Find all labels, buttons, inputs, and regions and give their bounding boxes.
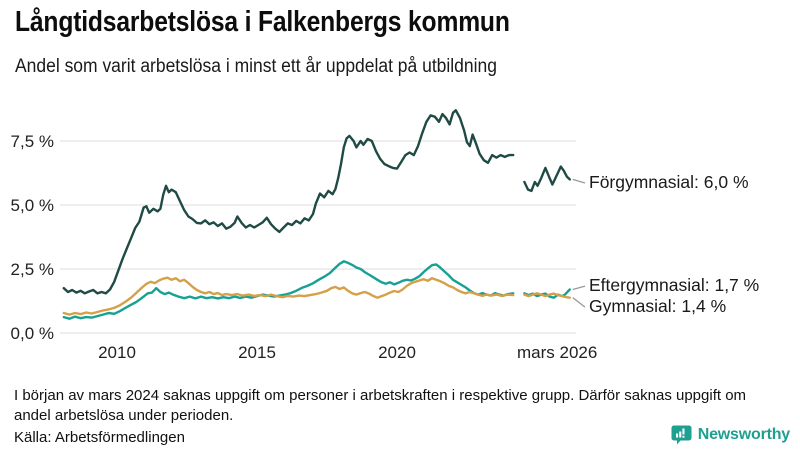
x-tick-label: 2010 xyxy=(98,343,136,362)
series-end-label-forgymnasial: Förgymnasial: 6,0 % xyxy=(589,172,749,192)
page-title: Långtidsarbetslösa i Falkenbergs kommun xyxy=(15,6,510,38)
series-end-label-gymnasial: Gymnasial: 1,4 % xyxy=(589,296,726,316)
series-line-forgymnasial xyxy=(523,165,571,193)
label-connector-gymnasial xyxy=(572,297,586,308)
series-line-forgymnasial xyxy=(62,109,515,295)
newsworthy-logo-text: Newsworthy xyxy=(697,426,790,443)
chart-canvas: 0,0 % 2,5 % 5,0 % 7,5 % 2010 2015 2020 mars 202… xyxy=(11,109,759,362)
series-line-gymnasial xyxy=(523,292,571,299)
chart-footnote: I början av mars 2024 saknas uppgift om … xyxy=(14,387,747,424)
x-tick-label: 2015 xyxy=(238,343,276,362)
newsworthy-logo[interactable]: Newsworthy xyxy=(671,424,790,446)
page-subtitle: Andel som varit arbetslösa i minst ett å… xyxy=(15,56,497,77)
y-tick-label: 5,0 % xyxy=(11,196,54,215)
label-connector-eftergymnasial xyxy=(572,285,586,291)
series-line-gymnasial xyxy=(62,276,515,316)
series-end-label-eftergymnasial: Eftergymnasial: 1,7 % xyxy=(589,275,759,295)
bar-chart-bubble-icon xyxy=(671,424,692,446)
source-attribution: Källa: Arbetsförmedlingen xyxy=(14,429,185,446)
series-line-eftergymnasial xyxy=(62,260,515,320)
y-tick-label: 0,0 % xyxy=(11,324,54,343)
label-connector-forgymnasial xyxy=(572,178,586,184)
y-tick-label: 7,5 % xyxy=(11,132,54,151)
line-chart: 0,0 % 2,5 % 5,0 % 7,5 % 2010 2015 2020 mars 202… xyxy=(0,92,800,380)
x-tick-label: mars 2026 xyxy=(517,343,597,362)
x-tick-label: 2020 xyxy=(378,343,416,362)
y-tick-label: 2,5 % xyxy=(11,260,54,279)
